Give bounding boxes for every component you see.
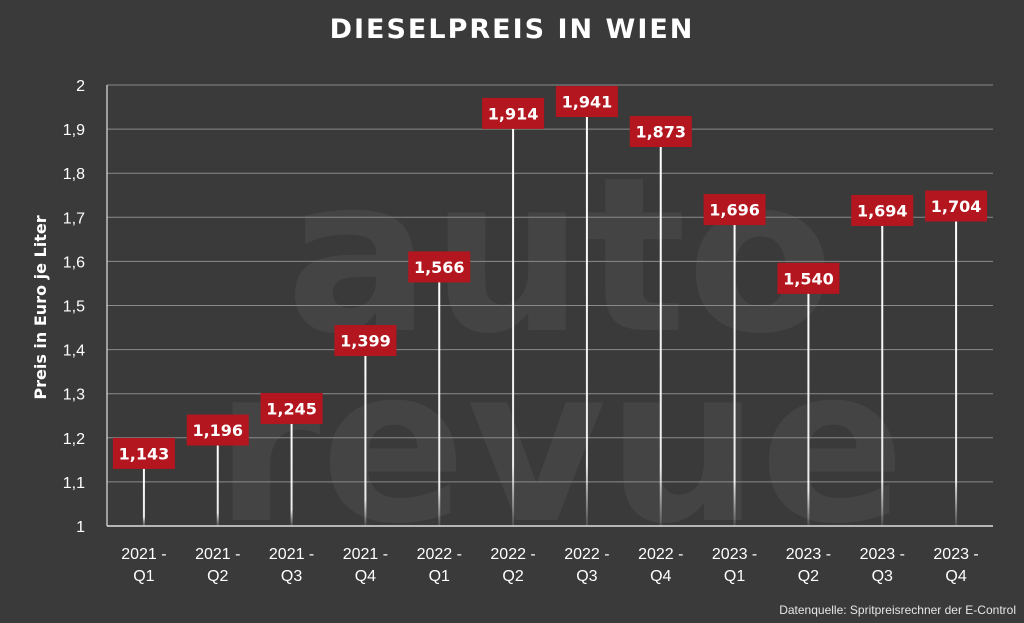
- data-label: 1,245: [266, 399, 317, 418]
- bar: [290, 417, 293, 526]
- y-tick-label: 2: [76, 78, 85, 95]
- y-axis-label: Preis in Euro je Liter: [31, 215, 50, 399]
- data-label: 1,694: [857, 201, 908, 220]
- data-label-box: [482, 97, 545, 129]
- source-note: Datenquelle: Spritpreisrechner der E-Con…: [779, 603, 1016, 617]
- x-tick-label: 2022 -Q3: [564, 546, 609, 585]
- data-label: 1,143: [119, 444, 170, 463]
- x-tick-label: 2021 -Q1: [121, 546, 166, 585]
- data-label: 1,941: [562, 93, 613, 112]
- data-label-box: [260, 392, 323, 424]
- x-tick-label: 2022 -Q1: [417, 546, 462, 585]
- x-tick-label: 2023 -Q4: [933, 546, 978, 585]
- bar: [733, 219, 736, 526]
- data-label-box: [186, 414, 249, 446]
- data-label: 1,914: [488, 104, 539, 123]
- y-tick-label: 1,8: [63, 166, 85, 183]
- data-label: 1,196: [192, 421, 243, 440]
- data-label-box: [703, 194, 766, 226]
- bar: [659, 141, 662, 526]
- x-tick-label: 2021 -Q3: [269, 546, 314, 585]
- data-label: 1,873: [635, 123, 686, 142]
- y-tick-label: 1,5: [63, 299, 85, 316]
- y-tick-label: 1,4: [63, 343, 85, 360]
- y-tick-label: 1: [76, 519, 85, 536]
- bar: [216, 439, 219, 526]
- data-label-box: [334, 325, 397, 357]
- bar: [881, 219, 884, 527]
- data-label-box: [408, 251, 471, 283]
- data-label-box: [851, 194, 914, 226]
- data-label: 1,566: [414, 258, 465, 277]
- y-axis-ticks: 1 1,1 1,2 1,3 1,4 1,5 1,6 1,7 1,8 1,9 2: [63, 78, 85, 536]
- data-label: 1,696: [709, 201, 760, 220]
- bars: [142, 111, 958, 527]
- data-label: 1,540: [783, 269, 834, 288]
- bar: [438, 276, 441, 526]
- data-labels: 1,143 1,196 1,245 1,399 1,566 1,914 1,941 1,873…: [112, 86, 988, 469]
- x-tick-label: 2023 -Q3: [860, 546, 905, 585]
- y-tick-label: 1,3: [63, 387, 85, 404]
- watermark-word: revue: [215, 320, 906, 571]
- grid-lines: [106, 84, 993, 527]
- y-tick-label: 1,7: [63, 210, 85, 227]
- bar: [364, 350, 367, 526]
- data-label: 1,399: [340, 332, 391, 351]
- data-label-box: [629, 116, 692, 148]
- x-tick-label: 2021 -Q4: [343, 546, 388, 585]
- bar: [955, 215, 958, 526]
- y-tick-label: 1,9: [63, 122, 85, 139]
- chart-title: DIESELPREIS IN WIEN: [329, 14, 695, 45]
- data-label-box: [777, 262, 840, 294]
- y-tick-label: 1,2: [63, 431, 85, 448]
- y-tick-label: 1,1: [63, 475, 85, 492]
- x-tick-label: 2021 -Q2: [195, 546, 240, 585]
- x-tick-label: 2022 -Q2: [490, 546, 535, 585]
- data-label: 1,704: [931, 197, 982, 216]
- x-tick-label: 2023 -Q1: [712, 546, 757, 585]
- bar: [142, 462, 145, 526]
- bar: [585, 111, 588, 527]
- bar: [807, 287, 810, 526]
- x-tick-label: 2022 -Q4: [638, 546, 683, 585]
- y-tick-label: 1,6: [63, 254, 85, 271]
- bar: [512, 122, 515, 527]
- x-tick-label: 2023 -Q2: [786, 546, 831, 585]
- data-label-box: [555, 86, 618, 118]
- data-label-box: [925, 190, 988, 222]
- x-axis-ticks: 2021 -Q1 2021 -Q2 2021 -Q3 2021 -Q4 2022 -Q1…: [121, 546, 979, 585]
- data-label-box: [112, 437, 175, 469]
